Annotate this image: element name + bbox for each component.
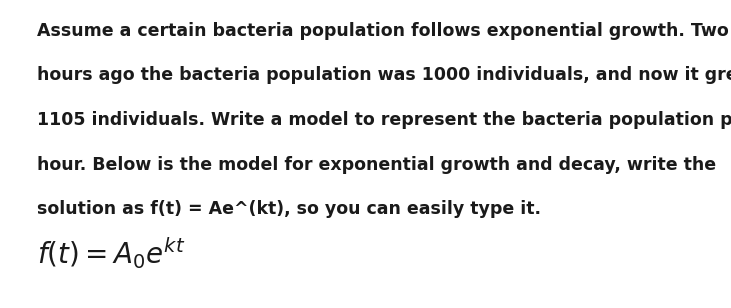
Text: solution as f(t) = Ae^(kt), so you can easily type it.: solution as f(t) = Ae^(kt), so you can e… [37, 200, 540, 218]
Text: Assume a certain bacteria population follows exponential growth. Two: Assume a certain bacteria population fol… [37, 22, 728, 39]
Text: $f(t) = A_0e^{kt}$: $f(t) = A_0e^{kt}$ [37, 236, 185, 271]
Text: hour. Below is the model for exponential growth and decay, write the: hour. Below is the model for exponential… [37, 156, 716, 173]
Text: 1105 individuals. Write a model to represent the bacteria population per: 1105 individuals. Write a model to repre… [37, 111, 731, 129]
Text: hours ago the bacteria population was 1000 individuals, and now it grew to: hours ago the bacteria population was 10… [37, 66, 731, 84]
